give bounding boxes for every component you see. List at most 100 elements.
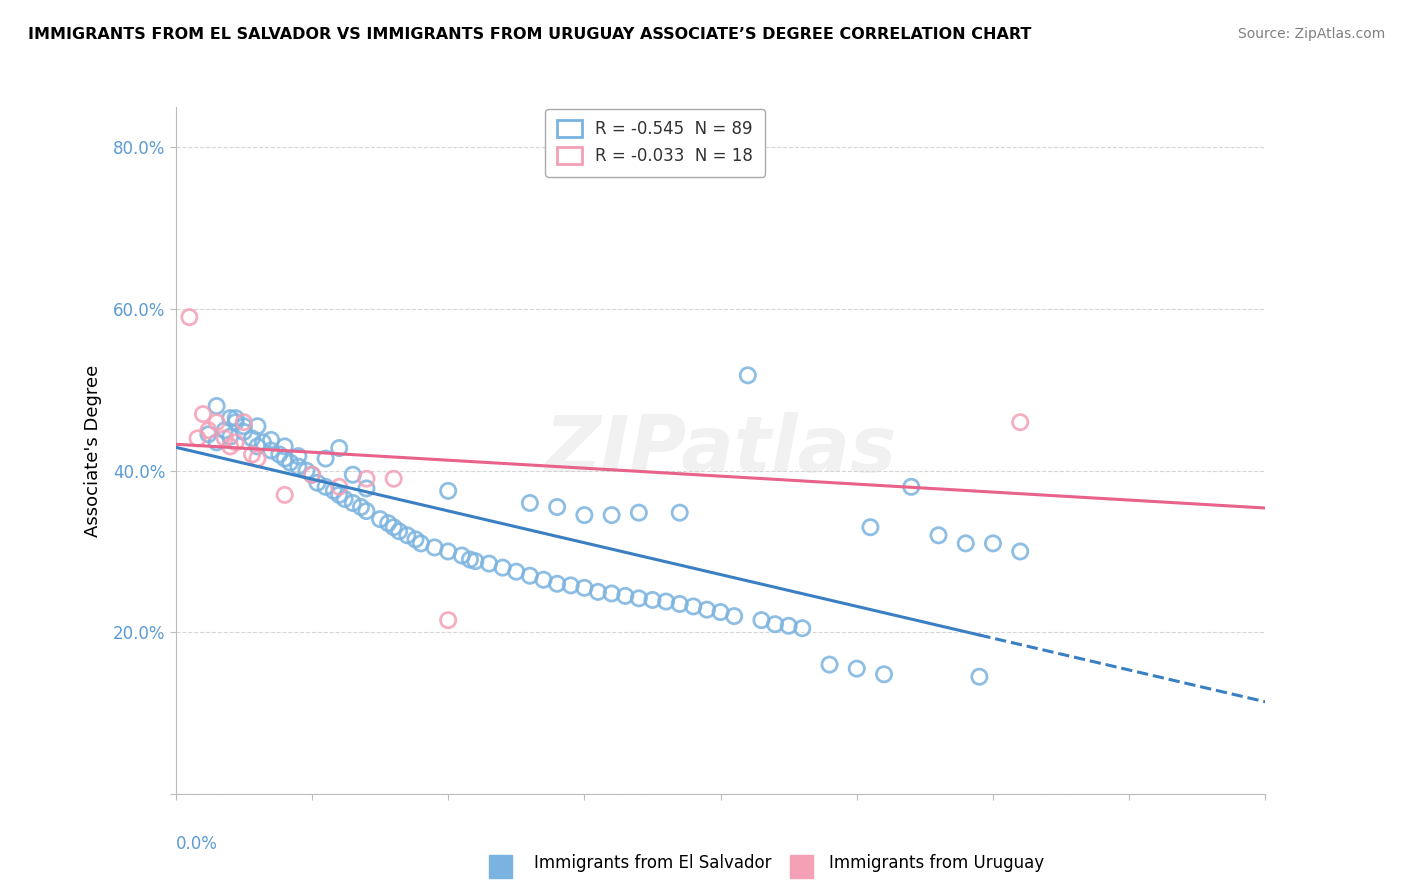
Point xyxy=(382,472,405,486)
Point xyxy=(232,415,254,429)
Point xyxy=(252,435,274,450)
Point xyxy=(751,613,773,627)
Point xyxy=(423,541,446,555)
Point xyxy=(368,512,391,526)
Point xyxy=(574,581,596,595)
Point xyxy=(225,435,247,450)
Point xyxy=(274,451,297,466)
Point xyxy=(205,415,228,429)
Point xyxy=(600,508,623,522)
Point xyxy=(792,621,814,635)
Point xyxy=(437,613,460,627)
Point xyxy=(600,586,623,600)
Text: IMMIGRANTS FROM EL SALVADOR VS IMMIGRANTS FROM URUGUAY ASSOCIATE’S DEGREE CORREL: IMMIGRANTS FROM EL SALVADOR VS IMMIGRANT… xyxy=(28,27,1032,42)
Point xyxy=(458,552,481,566)
Point xyxy=(627,506,650,520)
Point xyxy=(546,576,568,591)
Point xyxy=(214,431,236,445)
Text: Immigrants from El Salvador: Immigrants from El Salvador xyxy=(513,855,772,872)
Point xyxy=(240,448,263,462)
Point xyxy=(492,560,515,574)
Point xyxy=(437,483,460,498)
Legend: R = -0.545  N = 89, R = -0.033  N = 18: R = -0.545 N = 89, R = -0.033 N = 18 xyxy=(546,109,765,177)
Point xyxy=(859,520,882,534)
Point xyxy=(328,488,350,502)
Point xyxy=(287,449,309,463)
Point xyxy=(586,585,609,599)
Point xyxy=(274,439,297,453)
Point xyxy=(328,480,350,494)
Point xyxy=(437,544,460,558)
Point xyxy=(668,597,690,611)
Point xyxy=(186,431,209,445)
Point xyxy=(315,480,337,494)
Point xyxy=(260,443,283,458)
Point xyxy=(342,467,364,482)
Point xyxy=(560,578,582,592)
Point xyxy=(301,467,323,482)
Point xyxy=(214,423,236,437)
Point xyxy=(668,506,690,520)
Point xyxy=(505,565,527,579)
Y-axis label: Associate's Degree: Associate's Degree xyxy=(84,364,101,537)
Point xyxy=(191,407,214,421)
Point xyxy=(396,528,419,542)
Point xyxy=(197,423,219,437)
Point xyxy=(205,435,228,450)
Point xyxy=(682,599,704,614)
Point xyxy=(225,415,247,429)
Text: Immigrants from Uruguay: Immigrants from Uruguay xyxy=(808,855,1045,872)
Point xyxy=(627,591,650,606)
Point xyxy=(614,589,637,603)
Point xyxy=(574,508,596,522)
Point xyxy=(382,520,405,534)
Point xyxy=(873,667,896,681)
Point xyxy=(342,496,364,510)
Text: 0.0%: 0.0% xyxy=(176,835,218,853)
Point xyxy=(928,528,950,542)
Point xyxy=(232,425,254,439)
Point xyxy=(219,439,242,453)
Point xyxy=(478,557,501,571)
Point xyxy=(955,536,977,550)
Text: Source: ZipAtlas.com: Source: ZipAtlas.com xyxy=(1237,27,1385,41)
Point xyxy=(246,439,269,453)
Point xyxy=(350,500,373,514)
Point xyxy=(405,533,427,547)
Point xyxy=(205,399,228,413)
Point xyxy=(900,480,922,494)
Point xyxy=(356,504,378,518)
Point xyxy=(333,491,356,506)
Point xyxy=(225,411,247,425)
Point xyxy=(388,524,411,539)
Point xyxy=(269,448,291,462)
Point xyxy=(546,500,568,514)
Point xyxy=(322,483,344,498)
Point xyxy=(301,467,323,482)
Point xyxy=(240,431,263,445)
Point xyxy=(219,430,242,444)
Point xyxy=(464,554,486,568)
Point xyxy=(655,594,678,608)
Point xyxy=(1010,415,1032,429)
Point xyxy=(450,549,472,563)
Point xyxy=(307,475,329,490)
Point xyxy=(778,619,800,633)
Point xyxy=(710,605,733,619)
Point xyxy=(696,602,718,616)
Point xyxy=(295,464,318,478)
Point xyxy=(519,568,541,582)
Point xyxy=(356,482,378,496)
Point xyxy=(981,536,1004,550)
Point xyxy=(219,411,242,425)
Point xyxy=(179,310,201,325)
Point xyxy=(287,459,309,474)
Point xyxy=(260,433,283,447)
Point xyxy=(232,419,254,434)
Point xyxy=(278,456,301,470)
Point xyxy=(845,662,868,676)
Point xyxy=(818,657,841,672)
Point xyxy=(377,516,399,531)
Point xyxy=(1010,544,1032,558)
Point xyxy=(328,441,350,455)
